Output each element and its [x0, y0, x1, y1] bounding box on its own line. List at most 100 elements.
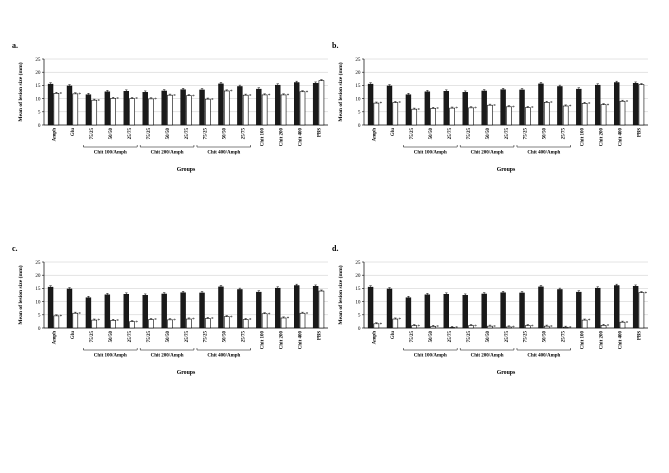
bar-series-1 [367, 83, 374, 126]
x-tick-label: Glu [391, 128, 396, 136]
y-tick-label: 20 [355, 70, 361, 76]
x-tick-label: Chit 200 [599, 331, 604, 350]
group-label: Chit 400/Amph [207, 151, 240, 156]
bar-series-2 [167, 94, 173, 126]
bar-series-1 [218, 286, 224, 329]
bar-series-1 [386, 85, 393, 126]
bar-series-2 [487, 104, 493, 126]
group-bracket [196, 348, 252, 351]
x-tick-label: 50/50 [543, 331, 548, 343]
significance-star: * [417, 324, 420, 330]
bar-series-1 [123, 91, 130, 126]
bar-series-2 [72, 93, 79, 126]
group-label: Chit 100/Amph [414, 354, 447, 359]
bar-series-2 [299, 312, 306, 329]
x-tick-label: Chit 400 [618, 331, 623, 350]
x-tick-label: 50/50 [486, 128, 491, 140]
y-tick-label: 15 [355, 83, 361, 89]
significance-star: * [512, 325, 515, 331]
significance-star: * [569, 325, 572, 331]
bar-series-2 [261, 94, 268, 126]
bar-series-2 [261, 313, 268, 329]
bar-series-1 [180, 292, 186, 329]
y-tick-label: 15 [35, 286, 41, 292]
significance-star: * [436, 325, 439, 331]
bar-series-2 [543, 101, 550, 126]
bar-series-1 [595, 84, 601, 126]
x-tick-label: 75/25 [204, 331, 209, 343]
y-axis-title: Mean of lesion size (mm) [17, 62, 24, 121]
bar-series-1 [256, 291, 262, 329]
significance-star: * [531, 106, 534, 112]
x-tick-label: 75/25 [204, 128, 209, 140]
significance-star: * [455, 326, 458, 332]
bar-series-2 [373, 102, 380, 126]
group-label: Chit 100/Amph [414, 151, 447, 156]
bar-series-2 [53, 93, 60, 126]
bar-series-1 [595, 287, 601, 329]
x-tick-label: 50/50 [166, 128, 171, 140]
bar-series-2 [562, 326, 569, 329]
bar-series-1 [142, 295, 148, 329]
y-tick-label: 20 [35, 273, 41, 279]
group-bracket [403, 145, 458, 148]
x-tick-label: PBS [317, 128, 322, 137]
bar-series-1 [85, 94, 92, 126]
x-tick-label: 75/25 [467, 128, 472, 140]
x-tick-label: Glu [71, 331, 76, 339]
significance-star: * [626, 99, 629, 105]
x-tick-label: Chit 400 [298, 331, 303, 350]
bar-series-2 [525, 107, 531, 126]
significance-star: * [569, 104, 572, 110]
x-tick-label: 25/75 [505, 128, 510, 140]
group-label: Chit 200/Amph [471, 151, 504, 156]
bar-series-2 [72, 312, 79, 329]
x-tick-label: 50/50 [486, 331, 491, 343]
x-tick-label: Amph [52, 331, 57, 345]
x-tick-label: Chit 100 [581, 331, 586, 350]
significance-star: * [474, 324, 477, 330]
bar-series-2 [186, 318, 192, 329]
significance-star: * [154, 318, 157, 324]
bar-series-2 [525, 325, 531, 329]
y-tick-label: 20 [35, 70, 41, 76]
y-tick-label: 10 [35, 299, 41, 305]
significance-star: * [97, 318, 100, 324]
x-tick-label: 75/25 [147, 128, 152, 140]
bar-series-1 [443, 91, 449, 126]
bar-series-1 [614, 285, 620, 329]
y-tick-label: 25 [355, 57, 361, 63]
chart-panel: b. 0 5 10 15 20 25 Mean of lesion size (mm) * Amp… [332, 41, 648, 173]
bar-series-1 [538, 83, 544, 126]
bar-series-1 [576, 291, 582, 329]
group-label: Chit 400/Amph [207, 354, 240, 359]
y-tick-label: 25 [355, 260, 361, 266]
x-tick-label: 75/25 [90, 128, 95, 140]
x-tick-label: 50/50 [543, 128, 548, 140]
significance-star: * [493, 324, 496, 330]
significance-star: * [306, 311, 309, 317]
y-tick-label: 15 [35, 83, 41, 89]
bar-series-1 [424, 294, 431, 329]
bar-series-2 [487, 325, 493, 329]
chart-panel: a. 0 5 10 15 20 25 Mean of lesion size (mm) * Amp… [12, 41, 328, 173]
bar-series-2 [205, 318, 211, 329]
y-axis-title: Mean of lesion size (mm) [17, 265, 24, 324]
x-tick-label: 50/50 [223, 128, 228, 140]
x-tick-label: Amph [52, 128, 57, 142]
significance-star: * [59, 314, 62, 320]
y-tick-label: 10 [355, 299, 361, 305]
bar-series-1 [218, 83, 224, 126]
bar-series-2 [167, 319, 173, 329]
x-tick-label: 50/50 [429, 331, 434, 343]
x-tick-label: 75/25 [410, 331, 415, 343]
bar-series-2 [411, 325, 418, 329]
group-bracket [139, 145, 195, 148]
significance-star: * [398, 101, 401, 107]
bar-series-2 [91, 99, 98, 126]
significance-star: * [192, 317, 195, 323]
bar-series-1 [312, 286, 319, 329]
x-tick-label: PBS [637, 128, 642, 137]
bar-series-2 [318, 80, 325, 126]
x-tick-label: 50/50 [109, 331, 114, 343]
